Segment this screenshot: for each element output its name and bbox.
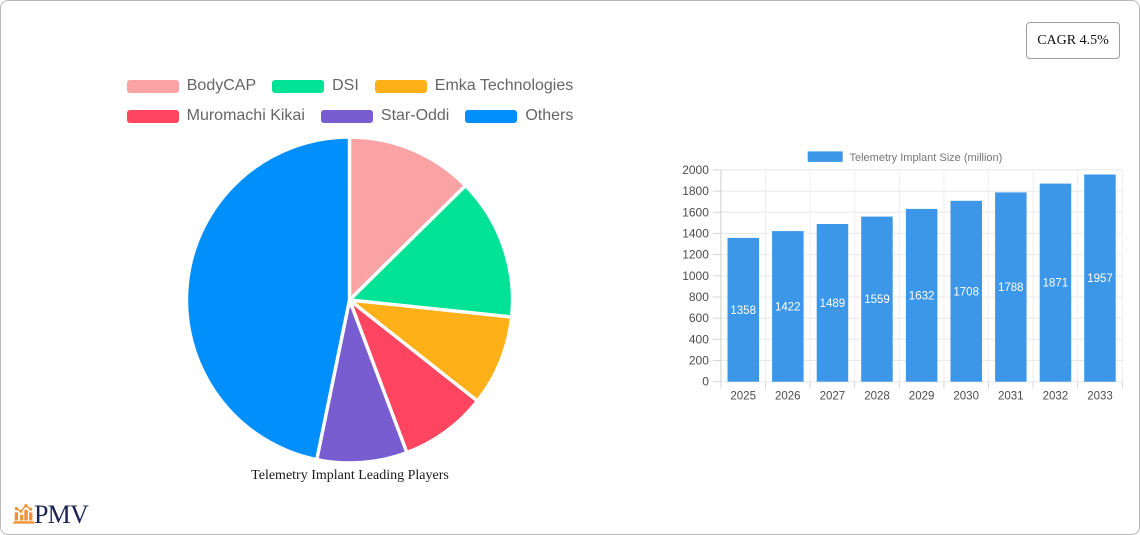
- svg-text:1632: 1632: [909, 290, 935, 302]
- svg-text:2029: 2029: [909, 391, 935, 403]
- svg-text:400: 400: [689, 332, 709, 346]
- svg-text:0: 0: [702, 375, 709, 389]
- svg-text:1200: 1200: [682, 248, 709, 262]
- svg-text:2028: 2028: [864, 391, 890, 403]
- svg-text:1800: 1800: [682, 184, 709, 198]
- svg-text:1000: 1000: [682, 269, 709, 283]
- svg-text:2027: 2027: [820, 391, 846, 403]
- svg-text:2026: 2026: [775, 391, 801, 403]
- svg-text:2033: 2033: [1087, 391, 1113, 403]
- svg-text:1400: 1400: [682, 226, 709, 240]
- svg-text:Telemetry Implant Size (millio: Telemetry Implant Size (million): [850, 152, 1003, 164]
- svg-text:1358: 1358: [730, 305, 756, 317]
- svg-text:2031: 2031: [998, 391, 1024, 403]
- svg-text:2032: 2032: [1043, 391, 1069, 403]
- svg-text:2025: 2025: [730, 391, 756, 403]
- svg-text:1489: 1489: [820, 298, 846, 310]
- svg-text:1871: 1871: [1043, 278, 1069, 290]
- svg-text:1788: 1788: [998, 282, 1024, 294]
- svg-text:1600: 1600: [682, 205, 709, 219]
- svg-text:2030: 2030: [953, 391, 979, 403]
- svg-text:1708: 1708: [953, 286, 979, 298]
- svg-text:600: 600: [689, 311, 709, 325]
- svg-text:1957: 1957: [1087, 273, 1113, 285]
- svg-text:200: 200: [689, 354, 709, 368]
- svg-text:1422: 1422: [775, 301, 801, 313]
- svg-text:800: 800: [689, 290, 709, 304]
- svg-text:2000: 2000: [682, 163, 709, 177]
- svg-text:1559: 1559: [864, 294, 890, 306]
